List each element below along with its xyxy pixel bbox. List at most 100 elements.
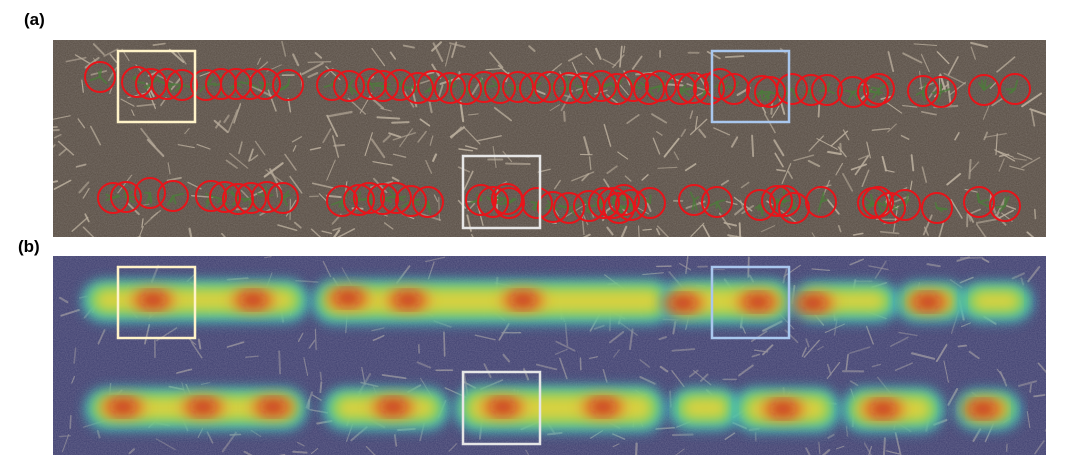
detection-circle xyxy=(634,187,666,219)
straw xyxy=(1030,110,1036,127)
straw xyxy=(525,449,530,455)
straw xyxy=(372,334,385,342)
detection-circle xyxy=(134,177,166,209)
detection-circle xyxy=(110,181,142,213)
straw xyxy=(332,229,341,237)
straw xyxy=(425,159,433,174)
detection-circle xyxy=(166,69,198,101)
straw xyxy=(868,446,873,455)
straw xyxy=(245,355,259,358)
straw xyxy=(365,445,376,455)
straw xyxy=(954,132,960,141)
seedling-leaf xyxy=(123,188,127,198)
detection-circle xyxy=(553,192,585,224)
straw xyxy=(652,137,661,155)
straw xyxy=(310,447,319,455)
straw xyxy=(639,376,656,385)
straw xyxy=(871,127,891,131)
detection-circle xyxy=(585,70,617,102)
straw xyxy=(275,187,279,198)
straw xyxy=(425,256,446,263)
straw xyxy=(949,278,963,289)
straw xyxy=(467,113,479,116)
straw xyxy=(811,232,816,237)
straw xyxy=(706,50,721,60)
straw xyxy=(663,137,680,158)
straw xyxy=(784,329,799,344)
straw xyxy=(458,148,474,152)
straw xyxy=(655,228,661,236)
straw xyxy=(433,194,439,203)
seedling-leaf xyxy=(651,85,662,90)
straw xyxy=(680,128,687,137)
straw xyxy=(103,48,119,57)
seedling-leaf xyxy=(242,197,252,203)
straw xyxy=(263,162,284,178)
straw xyxy=(826,361,841,380)
straw xyxy=(887,51,895,73)
detection-circle xyxy=(776,73,808,105)
straw xyxy=(830,130,849,147)
heat-core xyxy=(771,403,795,415)
straw xyxy=(642,272,664,276)
straw xyxy=(1037,362,1046,374)
straw xyxy=(773,139,785,157)
straw xyxy=(554,348,568,355)
straw xyxy=(326,114,339,138)
straw xyxy=(438,197,440,221)
straw xyxy=(301,62,324,75)
straw xyxy=(419,118,431,127)
seedling-leaf xyxy=(931,91,942,94)
straw xyxy=(982,105,990,120)
straw xyxy=(678,262,692,271)
straw xyxy=(571,171,595,182)
straw xyxy=(485,68,501,71)
straw xyxy=(900,134,910,140)
detection-circle xyxy=(863,73,895,105)
straw xyxy=(656,131,663,136)
detection-circle xyxy=(633,73,665,105)
straw xyxy=(141,218,144,228)
straw xyxy=(957,344,968,348)
straw xyxy=(326,159,336,181)
straw xyxy=(226,277,249,281)
detection-circle xyxy=(907,75,939,107)
straw xyxy=(221,431,237,453)
seedling-leaf xyxy=(877,201,888,209)
straw xyxy=(413,79,431,87)
straw xyxy=(297,332,304,342)
straw xyxy=(594,89,608,95)
straw xyxy=(265,169,284,184)
panel-b-heatmap xyxy=(53,256,1046,455)
straw xyxy=(1021,92,1043,108)
seedling-leaf xyxy=(568,207,577,216)
straw xyxy=(922,214,933,236)
seedling-leaf xyxy=(380,85,384,93)
detection-circle xyxy=(718,73,750,105)
straw xyxy=(641,174,649,181)
straw xyxy=(975,223,987,237)
seedling-leaf xyxy=(172,195,177,205)
straw xyxy=(949,81,967,96)
straw xyxy=(724,432,736,441)
straw xyxy=(943,360,949,383)
detection-circle xyxy=(615,189,647,221)
straw xyxy=(107,66,118,82)
detection-circle xyxy=(588,187,620,219)
detection-circle xyxy=(805,186,837,218)
straw xyxy=(388,132,402,138)
straw xyxy=(842,129,850,141)
straw xyxy=(943,72,966,85)
detection-circle xyxy=(502,71,534,103)
detection-circle xyxy=(704,68,736,100)
straw xyxy=(741,326,746,334)
straw xyxy=(861,169,870,188)
straw xyxy=(448,42,466,48)
seedling-leaf xyxy=(470,199,482,204)
straw xyxy=(690,222,705,237)
straw xyxy=(651,113,668,124)
straw xyxy=(383,222,394,230)
detection-circles xyxy=(84,61,1031,224)
straw xyxy=(555,340,576,352)
straw xyxy=(1034,440,1045,455)
